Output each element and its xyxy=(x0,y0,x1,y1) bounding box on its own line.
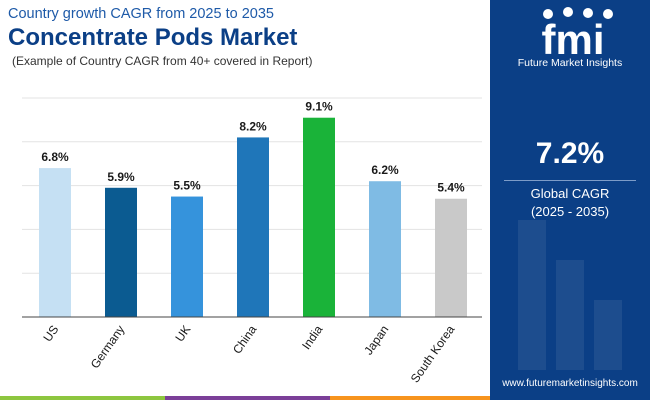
global-cagr-label: Global CAGR xyxy=(530,186,610,201)
side-panel: fmi Future Market Insights 7.2% Global C… xyxy=(490,0,650,400)
bar-us xyxy=(39,168,71,317)
x-tick-label: South Korea xyxy=(408,322,458,385)
bar-uk xyxy=(171,196,203,317)
x-tick-label: India xyxy=(299,322,326,352)
x-tick-label: China xyxy=(230,322,260,356)
logo-dot-icon xyxy=(583,8,593,18)
bar-china xyxy=(237,137,269,317)
logo-tagline: Future Market Insights xyxy=(517,57,623,69)
bar-germany xyxy=(105,187,137,317)
website-link[interactable]: www.futuremarketinsights.com xyxy=(502,378,638,389)
footer-segment-orange xyxy=(330,396,490,400)
bar-india xyxy=(303,117,335,318)
bar-japan xyxy=(369,181,401,317)
bar-value-label: 6.8% xyxy=(41,150,69,164)
x-tick-label: Germany xyxy=(88,323,128,371)
watermark-graphic xyxy=(518,220,622,370)
bar-value-label: 5.5% xyxy=(173,179,201,193)
bars xyxy=(39,117,467,318)
chart-title: Concentrate Pods Market xyxy=(8,24,298,51)
logo-dot-icon xyxy=(563,7,573,17)
bar-value-label: 5.9% xyxy=(107,170,135,184)
global-cagr-value: 7.2% xyxy=(535,137,605,170)
cagr-divider xyxy=(504,180,636,181)
fmi-logo: fmi xyxy=(542,7,613,63)
x-tick-label: Japan xyxy=(361,323,391,358)
footer-color-bar xyxy=(0,396,650,400)
x-axis-tick-labels: US Germany UK China India Japan South Korea xyxy=(40,322,457,385)
bar-value-label: 5.4% xyxy=(437,181,465,195)
logo-dot-icon xyxy=(543,9,553,19)
chart-subtitle: Country growth CAGR from 2025 to 2035 xyxy=(8,6,274,22)
x-tick-label: UK xyxy=(172,323,193,345)
bar-value-label: 6.2% xyxy=(371,163,399,177)
chart-note: (Example of Country CAGR from 40+ covere… xyxy=(12,54,313,68)
bar-value-label: 8.2% xyxy=(239,119,267,133)
bar-value-label: 9.1% xyxy=(305,100,333,114)
chart-header: Country growth CAGR from 2025 to 2035 Co… xyxy=(8,6,488,69)
x-tick-label: US xyxy=(40,323,61,345)
bar-value-labels: 6.8% 5.9% 5.5% 8.2% 9.1% 6.2% 5.4% xyxy=(41,100,465,195)
global-cagr-period: (2025 - 2035) xyxy=(530,204,610,219)
bar-chart: 6.8% 5.9% 5.5% 8.2% 9.1% 6.2% 5.4% US Germany UK… xyxy=(22,97,482,385)
logo-text: fmi xyxy=(542,16,605,63)
bar-south-korea xyxy=(435,198,467,317)
footer-segment-green xyxy=(0,396,165,400)
footer-segment-purple xyxy=(165,396,330,400)
logo-dot-icon xyxy=(603,9,613,19)
